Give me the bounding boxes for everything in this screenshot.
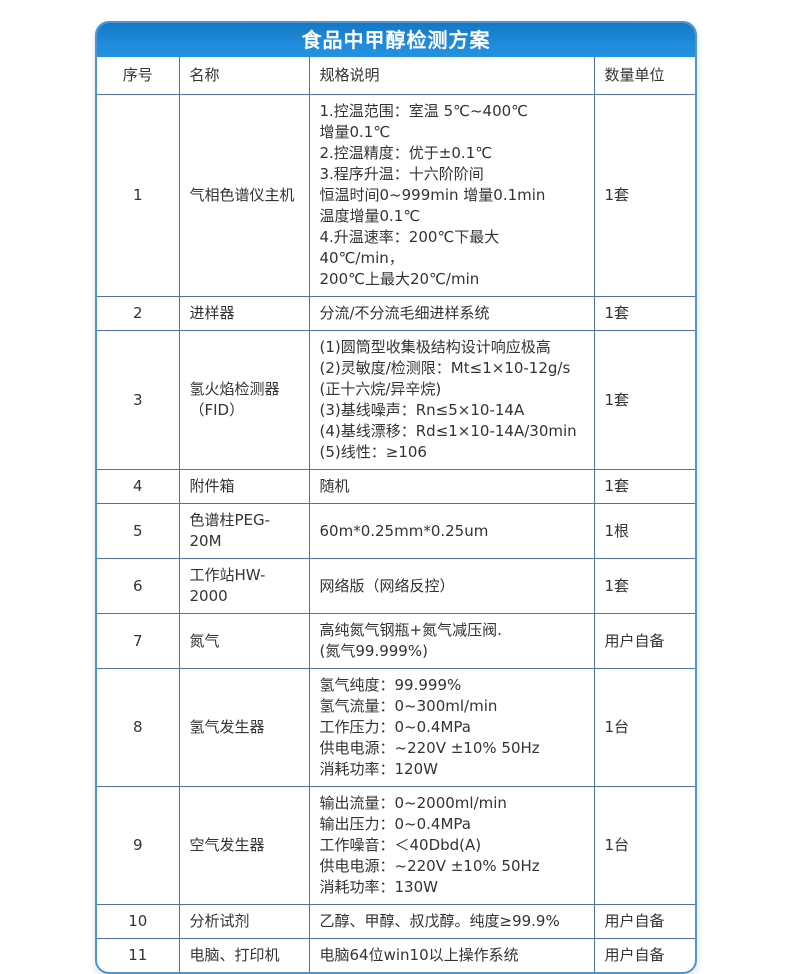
table-row: 7 氮气 高纯氮气钢瓶+氮气减压阀. (氮气99.999%) 用户自备 xyxy=(97,613,695,669)
page: 食品中甲醇检测方案 序号 名称 规格说明 数量单位 1 气相色谱 xyxy=(95,21,697,974)
table-row: 6 工作站HW-2000 网络版（网络反控） 1套 xyxy=(97,558,695,614)
row-qty: 1台 xyxy=(593,668,695,787)
row-spec: 1.控温范围：室温 5℃~400℃ 增量0.1℃ 2.控温精度：优于±0.1℃ … xyxy=(308,94,595,297)
table-row: 11 电脑、打印机 电脑64位win10以上操作系统 用户自备 xyxy=(97,938,695,972)
row-name: 色谱柱PEG-20M xyxy=(178,503,310,559)
row-name: 氮气 xyxy=(178,613,310,669)
row-spec: 乙醇、甲醇、叔戊醇。纯度≥99.9% xyxy=(308,904,595,939)
row-no: 3 xyxy=(97,330,180,470)
row-no: 1 xyxy=(97,94,180,297)
row-name: 空气发生器 xyxy=(178,786,310,905)
table-row: 9 空气发生器 输出流量：0~2000ml/min 输出压力：0~0.4MPa … xyxy=(97,786,695,905)
header-name: 名称 xyxy=(178,57,310,95)
table-header: 序号 名称 规格说明 数量单位 xyxy=(97,57,695,95)
row-qty: 1套 xyxy=(593,558,695,614)
table-body: 1 气相色谱仪主机 1.控温范围：室温 5℃~400℃ 增量0.1℃ 2.控温精… xyxy=(97,94,695,972)
table-row: 10 分析试剂 乙醇、甲醇、叔戊醇。纯度≥99.9% 用户自备 xyxy=(97,904,695,939)
row-name: 分析试剂 xyxy=(178,904,310,939)
table-row: 4 附件箱 随机 1套 xyxy=(97,469,695,504)
row-no: 7 xyxy=(97,613,180,669)
row-qty: 1套 xyxy=(593,330,695,470)
row-no: 5 xyxy=(97,503,180,559)
table-row: 8 氢气发生器 氢气纯度：99.999% 氢气流量：0~300ml/min 工作… xyxy=(97,668,695,787)
row-name: 氢火焰检测器（FID） xyxy=(178,330,310,470)
row-spec: (1)圆筒型收集极结构设计响应极高 (2)灵敏度/检测限：Mt≤1×10-12g… xyxy=(308,330,595,470)
row-no: 2 xyxy=(97,296,180,331)
row-qty: 1根 xyxy=(593,503,695,559)
row-no: 10 xyxy=(97,904,180,939)
row-qty: 1台 xyxy=(593,786,695,905)
row-no: 11 xyxy=(97,938,180,972)
header-spec: 规格说明 xyxy=(308,57,595,95)
row-spec: 氢气纯度：99.999% 氢气流量：0~300ml/min 工作压力：0~0.4… xyxy=(308,668,595,787)
row-spec: 60m*0.25mm*0.25um xyxy=(308,503,595,559)
row-name: 电脑、打印机 xyxy=(178,938,310,972)
title-banner: 食品中甲醇检测方案 xyxy=(97,23,695,57)
page-title: 食品中甲醇检测方案 xyxy=(301,28,491,52)
row-name: 附件箱 xyxy=(178,469,310,504)
table-row: 2 进样器 分流/不分流毛细进样系统 1套 xyxy=(97,296,695,331)
row-name: 进样器 xyxy=(178,296,310,331)
row-qty: 1套 xyxy=(593,94,695,297)
row-no: 6 xyxy=(97,558,180,614)
row-name: 氢气发生器 xyxy=(178,668,310,787)
table-row: 1 气相色谱仪主机 1.控温范围：室温 5℃~400℃ 增量0.1℃ 2.控温精… xyxy=(97,94,695,297)
row-qty: 用户自备 xyxy=(593,613,695,669)
row-no: 4 xyxy=(97,469,180,504)
row-qty: 1套 xyxy=(593,296,695,331)
row-spec: 分流/不分流毛细进样系统 xyxy=(308,296,595,331)
row-spec: 输出流量：0~2000ml/min 输出压力：0~0.4MPa 工作噪音：＜40… xyxy=(308,786,595,905)
row-spec: 随机 xyxy=(308,469,595,504)
row-no: 9 xyxy=(97,786,180,905)
table-row: 5 色谱柱PEG-20M 60m*0.25mm*0.25um 1根 xyxy=(97,503,695,559)
row-qty: 1套 xyxy=(593,469,695,504)
row-qty: 用户自备 xyxy=(593,904,695,939)
spec-sheet-card: 食品中甲醇检测方案 序号 名称 规格说明 数量单位 1 气相色谱 xyxy=(95,21,697,974)
row-spec: 高纯氮气钢瓶+氮气减压阀. (氮气99.999%) xyxy=(308,613,595,669)
header-row: 序号 名称 规格说明 数量单位 xyxy=(97,57,695,95)
row-spec: 网络版（网络反控） xyxy=(308,558,595,614)
row-name: 气相色谱仪主机 xyxy=(178,94,310,297)
table-row: 3 氢火焰检测器（FID） (1)圆筒型收集极结构设计响应极高 (2)灵敏度/检… xyxy=(97,330,695,470)
header-no: 序号 xyxy=(97,57,180,95)
row-name: 工作站HW-2000 xyxy=(178,558,310,614)
spec-table: 序号 名称 规格说明 数量单位 1 气相色谱仪主机 1.控温范围：室温 5℃~4… xyxy=(97,57,695,972)
header-qty: 数量单位 xyxy=(593,57,695,95)
row-spec: 电脑64位win10以上操作系统 xyxy=(308,938,595,972)
row-no: 8 xyxy=(97,668,180,787)
row-qty: 用户自备 xyxy=(593,938,695,972)
